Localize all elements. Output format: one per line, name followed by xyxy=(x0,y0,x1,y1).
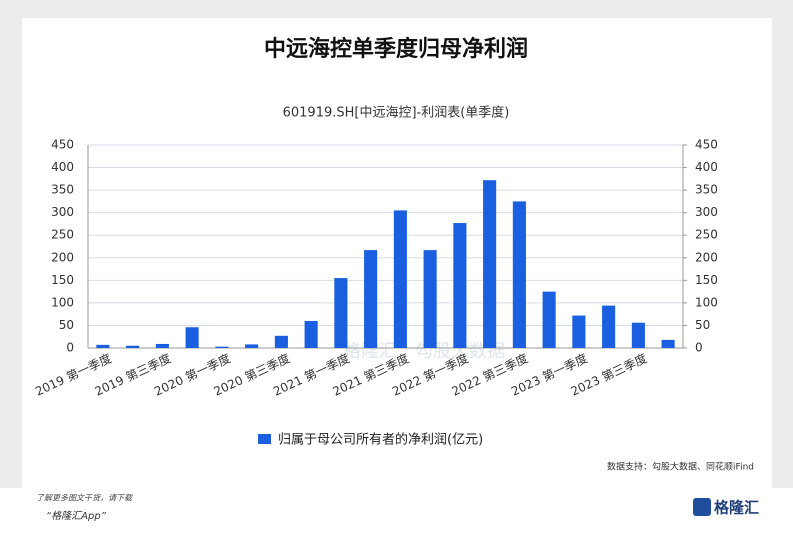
watermark: 格隆汇 xyxy=(343,341,397,362)
y-tick-label: 100 xyxy=(51,295,74,309)
y2-tick-label: 450 xyxy=(695,138,718,152)
bar xyxy=(512,201,526,348)
bar xyxy=(304,320,318,348)
bar xyxy=(572,315,586,348)
bar xyxy=(661,339,675,348)
legend-label: 归属于母公司所有者的净利润(亿元) xyxy=(278,432,483,448)
bar xyxy=(155,343,169,348)
bar xyxy=(334,278,348,348)
bar xyxy=(453,223,467,348)
y-tick-label: 300 xyxy=(51,205,74,219)
chart-subtitle: 601919.SH[中远海控]-利润表(单季度) xyxy=(283,105,510,121)
bar xyxy=(274,335,288,348)
bar xyxy=(364,250,378,348)
y-tick-label: 350 xyxy=(51,183,74,197)
bar xyxy=(126,345,140,348)
y-tick-label: 50 xyxy=(59,318,74,332)
bar xyxy=(215,346,229,348)
bar xyxy=(185,327,199,348)
y-tick-label: 0 xyxy=(66,341,74,355)
footer-text: 了解更多图文干货，请下载 xyxy=(36,494,133,503)
y-tick-label: 150 xyxy=(51,273,74,287)
watermark: 勾股大数据 xyxy=(415,341,505,362)
bar xyxy=(542,291,556,348)
y2-tick-label: 350 xyxy=(695,183,718,197)
y-tick-label: 250 xyxy=(51,228,74,242)
y2-tick-label: 100 xyxy=(695,295,718,309)
y2-tick-label: 50 xyxy=(695,318,710,332)
bar xyxy=(631,322,645,348)
legend-swatch xyxy=(258,434,271,444)
y2-tick-label: 0 xyxy=(695,341,703,355)
y-tick-label: 200 xyxy=(51,250,74,264)
y2-tick-label: 200 xyxy=(695,250,718,264)
footer-bg xyxy=(0,488,793,556)
chart-title: 中远海控单季度归母净利润 xyxy=(264,36,528,62)
bar xyxy=(245,344,259,348)
y2-tick-label: 400 xyxy=(695,160,718,174)
y-tick-label: 450 xyxy=(51,138,74,152)
bar xyxy=(393,210,407,348)
source: 数据支持：勾股大数据、同花顺iFind xyxy=(607,461,754,473)
bar xyxy=(423,250,437,348)
y2-tick-label: 300 xyxy=(695,205,718,219)
y-tick-label: 400 xyxy=(51,160,74,174)
y2-tick-label: 150 xyxy=(695,273,718,287)
footer-app: “格隆汇App” xyxy=(46,510,107,522)
logo-text: 格隆汇 xyxy=(714,499,759,517)
logo-icon xyxy=(693,498,711,516)
bar xyxy=(96,344,110,348)
y2-tick-label: 250 xyxy=(695,228,718,242)
bar xyxy=(602,305,616,348)
bar xyxy=(483,180,497,348)
